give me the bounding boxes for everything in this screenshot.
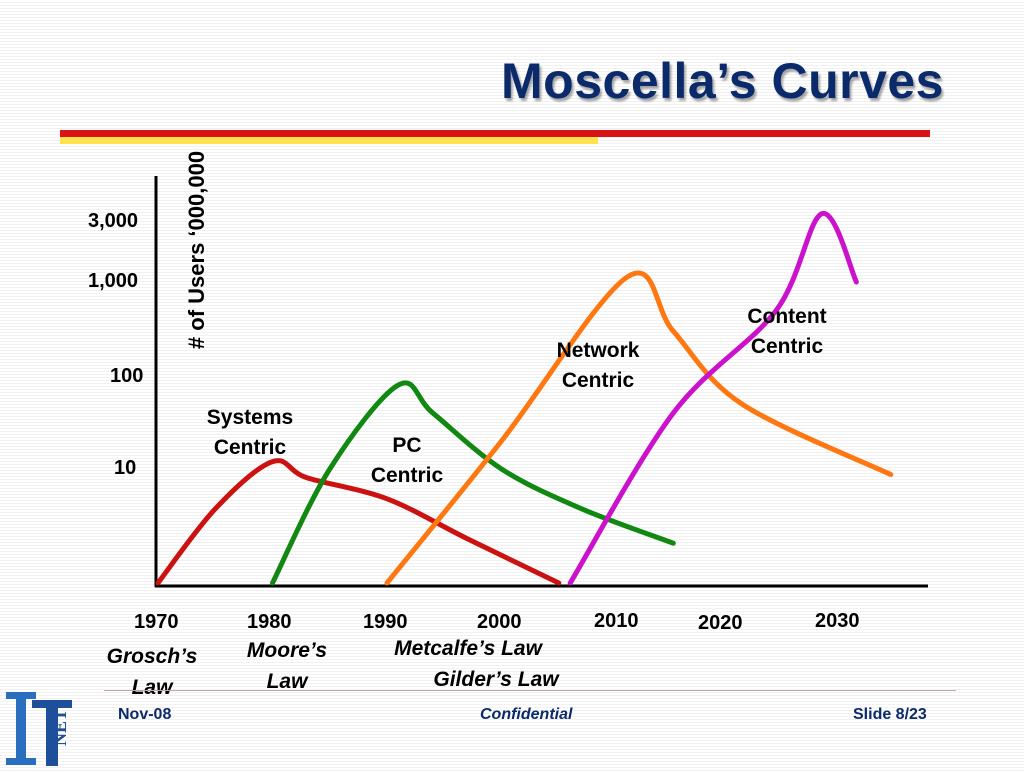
x-tick-label: 2030 [815, 610, 860, 632]
x-tick-label: 2000 [477, 611, 522, 633]
label-line: Centric [561, 369, 635, 392]
moores-law-label: Moore’s Law [228, 635, 346, 697]
law-line: Grosch’s [106, 645, 198, 668]
label-line: Content [747, 305, 827, 328]
law-line: Moore’s [246, 639, 328, 662]
groschs-law-label: Grosch’s Law [90, 641, 214, 703]
title-underline-red [60, 130, 930, 137]
footer-slide-number: Slide 8/23 [853, 706, 927, 723]
itnet-logo: NET [2, 688, 74, 768]
label-line: PC [392, 434, 422, 457]
y-tick-label: 10 [114, 457, 137, 479]
svg-text:NET: NET [50, 709, 70, 746]
systems-centric-curve [155, 458, 562, 586]
label-line: Systems [206, 406, 294, 429]
network-centric-label: Network Centric [538, 336, 658, 396]
label-line: Centric [370, 464, 444, 487]
law-line: Law [131, 676, 173, 699]
law-line: Gilder’s Law [433, 668, 559, 691]
label-line: Centric [750, 335, 824, 358]
y-tick-label: 100 [110, 365, 144, 387]
curves-group [155, 211, 894, 586]
x-tick-label: 2010 [594, 610, 639, 632]
footer-date: Nov-08 [118, 706, 172, 723]
x-tick-label: 1980 [247, 611, 292, 633]
y-tick-label: 1,000 [88, 270, 139, 292]
label-line: Network [556, 339, 640, 362]
pc-centric-label: PC Centric [348, 431, 466, 491]
footer-confidential: Confidential [480, 706, 573, 723]
systems-centric-label: Systems Centric [190, 403, 310, 463]
slide-title: Moscella’s Curves [501, 53, 944, 109]
content-centric-curve [567, 211, 859, 586]
x-tick-label: 2020 [698, 612, 743, 634]
x-tick-label: 1990 [363, 611, 408, 633]
metcalfe-gilder-law-label: Metcalfe’s Law Gilder’s Law [368, 633, 568, 695]
pc-centric-curve [270, 380, 676, 586]
x-tick-label: 1970 [134, 611, 179, 633]
logo-graphic: NET [6, 692, 72, 766]
y-tick-label: 3,000 [88, 210, 139, 232]
content-centric-label: Content Centric [728, 302, 846, 362]
title-underline-yellow [60, 137, 598, 144]
law-line: Law [266, 670, 308, 693]
y-axis-label: # of Users ‘000,000 [184, 150, 209, 350]
label-line: Centric [213, 436, 287, 459]
footer-divider [104, 690, 956, 691]
law-line: Metcalfe’s Law [394, 637, 542, 660]
network-centric-curve [384, 270, 894, 586]
